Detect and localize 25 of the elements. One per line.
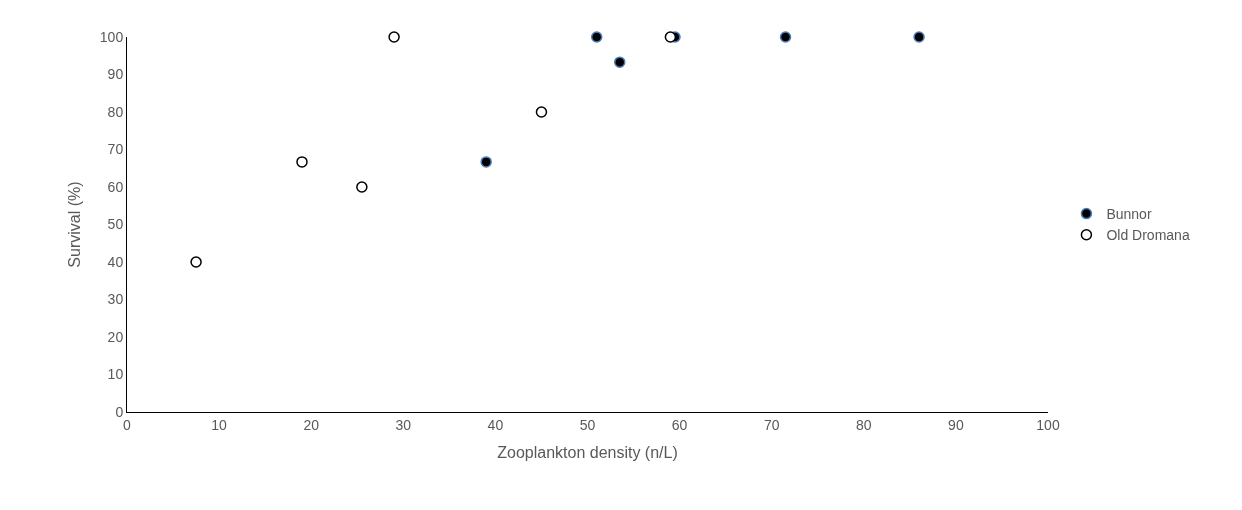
x-axis-title: Zooplankton density (n/L) [497,444,678,462]
legend-label: Bunnor [1106,206,1152,223]
y-tick-label: 40 [107,253,124,270]
y-tick-label: 70 [107,141,124,158]
x-tick-label: 20 [303,416,320,433]
y-tick-label: 60 [107,178,124,195]
x-tick-label: 10 [211,416,228,433]
y-axis-title: Survival (%) [65,181,83,268]
legend-label: Old Dromana [1106,227,1190,244]
x-tick-label: 100 [1036,416,1060,433]
x-tick-label: 30 [395,416,412,433]
x-tick-label: 60 [671,416,688,433]
x-tick-label: 50 [579,416,596,433]
x-tick-label: 80 [856,416,872,433]
x-tick-label: 90 [948,416,964,433]
y-tick-label: 90 [107,66,124,83]
y-tick-label: 100 [99,28,124,45]
y-tick-label: 50 [107,216,124,233]
x-tick-label: 70 [763,416,780,433]
x-tick-label: 40 [487,416,504,433]
y-tick-label: 80 [107,103,124,120]
y-tick-label: 0 [115,403,124,420]
y-tick-label: 20 [107,328,124,345]
y-tick-label: 30 [107,291,124,308]
y-tick-label: 10 [107,366,124,383]
